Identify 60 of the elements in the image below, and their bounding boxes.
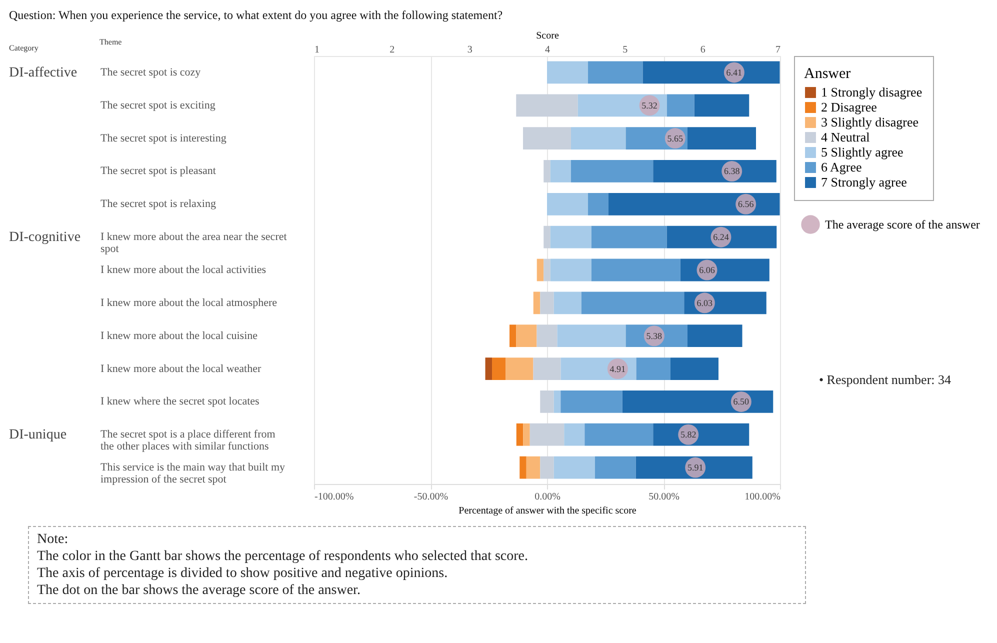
text: The axis of percentage is divided to show positive and negative opinions. bbox=[37, 565, 449, 582]
x-tick-label: 0.00% bbox=[534, 492, 560, 502]
text: Category bbox=[9, 43, 38, 52]
x-axis-title: Percentage of answer with the specific score bbox=[458, 506, 637, 516]
data-label: 6.56 bbox=[738, 199, 754, 210]
legend-title: Answer bbox=[804, 66, 851, 82]
legend-label: 4 Neutral bbox=[821, 130, 870, 144]
legend-label: 5 Slightly agree bbox=[821, 144, 904, 160]
y-tick-label: I knew more about the local cuisine bbox=[100, 330, 258, 342]
text: DI-cognitive bbox=[9, 230, 81, 246]
data-label: 5.32 bbox=[642, 100, 658, 110]
y-tick-label: The secret spot is exciting bbox=[100, 99, 216, 112]
legend-label: 1 Strongly disagree bbox=[821, 84, 922, 100]
data-label: 6.38 bbox=[724, 166, 740, 176]
x-tick-label: -100.00% bbox=[314, 492, 354, 502]
x2-tick-label: 1 bbox=[314, 44, 320, 56]
legend-label: 2 Disagree bbox=[821, 100, 878, 114]
text: The dot on the bar shows the average score of the answer. bbox=[37, 582, 362, 599]
x-tick-label: 100.00% bbox=[744, 492, 780, 502]
data-label: 6.03 bbox=[696, 298, 714, 308]
x-tick-label: 50.00% bbox=[648, 492, 680, 502]
x2-tick-label: 5 bbox=[622, 44, 628, 56]
y-tick-label: I knew more about the local weather bbox=[100, 362, 262, 375]
x2-tick-label: 7 bbox=[776, 44, 780, 56]
data-label: 6.06 bbox=[699, 265, 716, 275]
data-label: 6.41 bbox=[726, 67, 742, 78]
text: DI-unique bbox=[9, 428, 67, 443]
y-tick-label: The secret spot is a place different from the other places with similar functions bbox=[100, 428, 276, 453]
x2-tick-label: 4 bbox=[545, 44, 550, 56]
legend-label: The average score of the answer bbox=[825, 218, 980, 232]
legend-label: 6 Agree bbox=[821, 160, 862, 174]
data-label: 5.38 bbox=[646, 330, 663, 341]
x-tick-label: -50.00% bbox=[414, 492, 448, 502]
data-label: 4.91 bbox=[610, 364, 626, 374]
y-tick-label: I knew where the secret spot locates bbox=[100, 396, 260, 408]
legend-label: 3 Slightly disagree bbox=[821, 114, 919, 130]
chart-title: Question: When you experience the service, to what extent do you agree with the following statement? bbox=[9, 8, 503, 22]
x2-axis-title: Score bbox=[536, 30, 560, 42]
data-label: 6.50 bbox=[733, 396, 750, 407]
y-tick-label: The secret spot is interesting bbox=[100, 132, 227, 144]
y-tick-label: I knew more about the area near the secret spot bbox=[100, 231, 287, 256]
text: Note: bbox=[37, 531, 70, 548]
data-label: 5.82 bbox=[680, 430, 696, 440]
x2-tick-label: 2 bbox=[390, 44, 395, 56]
data-label: 6.24 bbox=[713, 232, 730, 242]
text: • Respondent number: 34 bbox=[819, 372, 952, 388]
text: DI-affective bbox=[9, 65, 78, 80]
y-tick-label: This service is the main way that built my impression of the secret spot bbox=[100, 462, 286, 486]
x2-tick-label: 6 bbox=[700, 44, 706, 56]
data-label: 5.91 bbox=[687, 462, 704, 473]
text: The color in the Gantt bar shows the percentage of respondents who selected that score. bbox=[37, 548, 529, 565]
y-tick-label: I knew more about the local atmosphere bbox=[100, 296, 278, 309]
x2-tick-label: 3 bbox=[467, 44, 472, 56]
legend-label: 7 Strongly agree bbox=[821, 174, 908, 190]
data-label: 5.65 bbox=[667, 133, 684, 144]
y-tick-label: The secret spot is cozy bbox=[100, 66, 202, 78]
y-axis-title: Theme bbox=[100, 38, 122, 46]
y-tick-label: The secret spot is pleasant bbox=[100, 165, 216, 178]
y-tick-label: The secret spot is relaxing bbox=[100, 198, 216, 210]
y-tick-label: I knew more about the local activities bbox=[100, 264, 266, 276]
